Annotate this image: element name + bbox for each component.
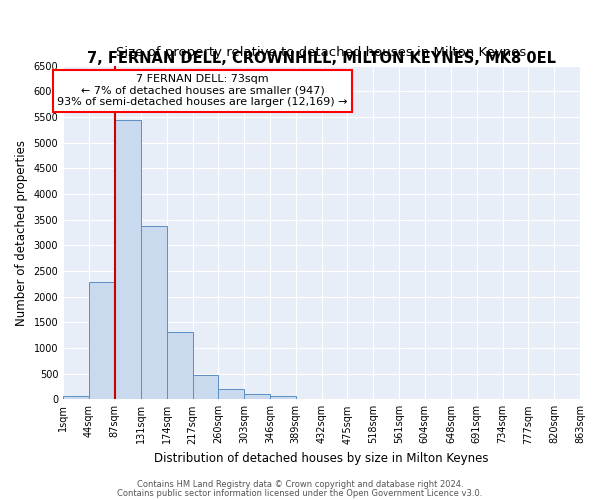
Bar — [193, 374, 218, 400]
Text: Size of property relative to detached houses in Milton Keynes: Size of property relative to detached ho… — [116, 46, 527, 59]
Text: Contains public sector information licensed under the Open Government Licence v3: Contains public sector information licen… — [118, 488, 482, 498]
Bar — [218, 390, 244, 400]
Text: Contains HM Land Registry data © Crown copyright and database right 2024.: Contains HM Land Registry data © Crown c… — [137, 480, 463, 489]
Bar — [167, 332, 193, 400]
Bar — [141, 226, 167, 400]
Y-axis label: Number of detached properties: Number of detached properties — [15, 140, 28, 326]
Bar — [63, 396, 89, 400]
Title: 7, FERNAN DELL, CROWNHILL, MILTON KEYNES, MK8 0EL: 7, FERNAN DELL, CROWNHILL, MILTON KEYNES… — [87, 50, 556, 66]
Text: 7 FERNAN DELL: 73sqm
← 7% of detached houses are smaller (947)
93% of semi-detac: 7 FERNAN DELL: 73sqm ← 7% of detached ho… — [58, 74, 348, 107]
Bar — [296, 399, 322, 400]
Bar — [244, 394, 270, 400]
Bar — [115, 120, 141, 400]
Bar — [270, 396, 296, 400]
X-axis label: Distribution of detached houses by size in Milton Keynes: Distribution of detached houses by size … — [154, 452, 489, 465]
Bar — [89, 282, 115, 400]
